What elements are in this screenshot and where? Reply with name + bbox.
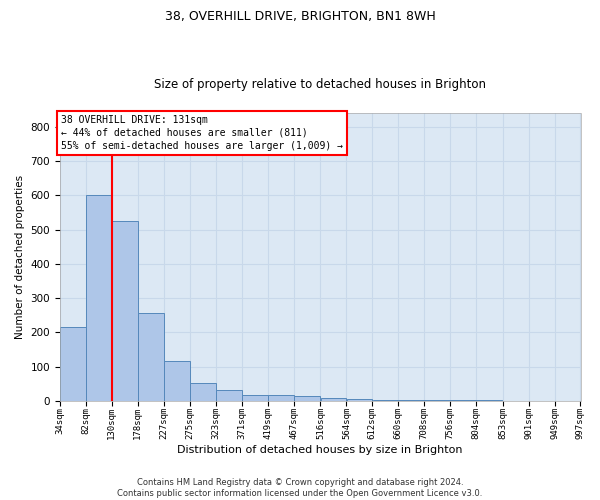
Bar	[242, 395, 268, 401]
Bar	[164, 361, 190, 401]
Bar	[373, 400, 398, 401]
Bar	[451, 400, 476, 401]
Y-axis label: Number of detached properties: Number of detached properties	[15, 175, 25, 339]
Bar	[138, 313, 164, 401]
X-axis label: Distribution of detached houses by size in Brighton: Distribution of detached houses by size …	[178, 445, 463, 455]
Bar	[216, 390, 242, 401]
Bar	[190, 383, 216, 401]
Text: 38, OVERHILL DRIVE, BRIGHTON, BN1 8WH: 38, OVERHILL DRIVE, BRIGHTON, BN1 8WH	[164, 10, 436, 23]
Bar	[60, 327, 86, 401]
Title: Size of property relative to detached houses in Brighton: Size of property relative to detached ho…	[154, 78, 486, 91]
Bar	[112, 221, 137, 401]
Bar	[347, 399, 372, 401]
Bar	[294, 396, 320, 401]
Bar	[86, 196, 112, 401]
Text: 38 OVERHILL DRIVE: 131sqm
← 44% of detached houses are smaller (811)
55% of semi: 38 OVERHILL DRIVE: 131sqm ← 44% of detac…	[61, 114, 343, 151]
Bar	[424, 400, 450, 401]
Bar	[320, 398, 346, 401]
Bar	[268, 396, 294, 401]
Bar	[476, 400, 502, 401]
Bar	[398, 400, 424, 401]
Text: Contains HM Land Registry data © Crown copyright and database right 2024.
Contai: Contains HM Land Registry data © Crown c…	[118, 478, 482, 498]
